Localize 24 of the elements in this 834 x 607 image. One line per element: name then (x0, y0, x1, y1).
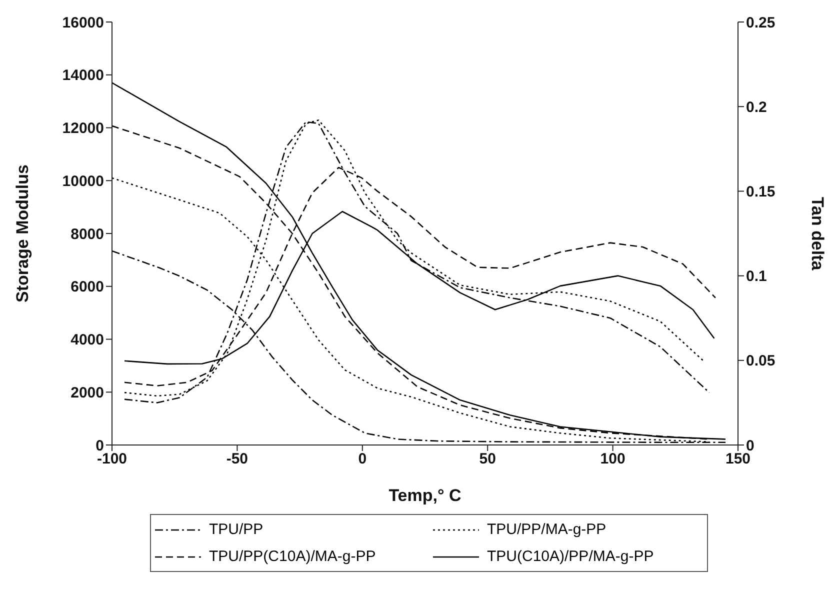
y2-tick-label: 0.15 (746, 184, 776, 201)
y-tick-label: 4000 (70, 332, 104, 349)
y-tick-label: 16000 (62, 14, 104, 32)
y2-tick-label: 0.2 (746, 98, 767, 116)
y-axis-title: Storage Modulus (13, 164, 32, 302)
y-tick-label: 8000 (70, 226, 104, 243)
y2-axis-title: Tan delta (808, 196, 827, 271)
y-tick-label: 2000 (70, 384, 104, 402)
y-tick-label: 6000 (70, 278, 104, 296)
x-axis-title: Temp,° C (388, 486, 462, 505)
x-tick-label: 0 (358, 450, 367, 468)
legend-label: TPU/PP/MA-g-PP (487, 521, 606, 538)
y2-tick-label: 0.05 (746, 352, 776, 370)
legend-label: TPU(C10A)/PP/MA-g-PP (487, 548, 654, 565)
y-tick-label: 10000 (62, 172, 104, 190)
x-tick-label: -50 (226, 450, 248, 468)
x-tick-label: 50 (479, 450, 496, 468)
y2-tick-label: 0.1 (746, 268, 767, 286)
x-tick-label: 100 (600, 450, 626, 468)
y-tick-label: 14000 (62, 67, 104, 84)
y2-tick-label: 0.25 (746, 14, 776, 32)
legend-label: TPU/PP(C10A)/MA-g-PP (209, 548, 376, 565)
legend-label: TPU/PP (209, 521, 264, 538)
y-tick-label: 12000 (62, 120, 104, 138)
